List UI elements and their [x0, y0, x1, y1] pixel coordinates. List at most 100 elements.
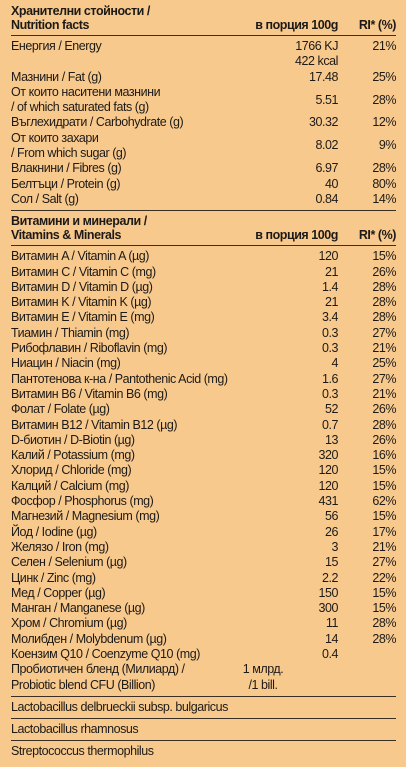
nutrient-row: Мед / Copper (µg) 150 15%	[11, 586, 396, 601]
nutrient-name: Витамин A / Vitamin A (µg)	[11, 249, 228, 264]
nutrient-ri: 21%	[372, 386, 396, 401]
nutrient-row: Витамин D / Vitamin D (µg) 1.4 28%	[11, 280, 396, 295]
nutrient-amount: 0.7	[228, 418, 338, 433]
nutrient-amount: 120	[228, 479, 338, 494]
nutrient-row: Въглехидрати / Carbohydrate (g) 30.32 12%	[11, 115, 396, 130]
probiotic-amount: 1 млрд./1 bill.	[228, 662, 298, 693]
nutrient-amount: 8.02	[228, 138, 338, 153]
nutrient-row: Молибден / Molybdenum (µg) 14 28%	[11, 632, 396, 647]
nutrient-name: От които захари / From which sugar (g)	[11, 131, 228, 162]
nutrient-name: Ниацин / Niacin (mg)	[11, 356, 228, 371]
nutrient-row: Витамин A / Vitamin A (µg) 120 15%	[11, 249, 396, 264]
nutrient-ri: 27%	[372, 555, 396, 570]
nutrient-amount-line: 52	[324, 402, 338, 417]
nutrient-amount: 3	[228, 540, 338, 555]
nutrient-amount-line: 15	[324, 555, 338, 570]
nutrient-amount-line: 8.02	[315, 138, 338, 153]
nutrient-amount: 431	[228, 494, 338, 509]
nutrient-ri: 21%	[372, 341, 396, 356]
divider	[11, 245, 396, 247]
nutrient-row: Коензим Q10 / Coenzyme Q10 (mg) 0.4	[11, 647, 396, 662]
nutrient-ri: 15%	[372, 601, 396, 616]
nutrient-row: Фолат / Folate (µg) 52 26%	[11, 402, 396, 417]
nutrient-amount-line: 120	[318, 463, 338, 478]
nutrient-name-line: От които захари	[11, 130, 99, 145]
nutrient-name-line: Калций / Calcium (mg)	[11, 478, 129, 493]
nutrient-amount: 4	[228, 356, 338, 371]
nutrient-name: Йод / Iodine (µg)	[11, 525, 228, 540]
nutrient-name-line: Пантотенова к-на / Pantothenic Acid (mg)	[11, 371, 228, 386]
nutrient-row: Хлорид / Chloride (mg) 120 15%	[11, 463, 396, 478]
nutrient-name-line: Сол / Salt (g)	[11, 191, 79, 206]
nutrient-amount-line: 6.97	[315, 161, 338, 176]
nutrient-amount: 21	[228, 265, 338, 280]
nutrient-amount-line: 0.7	[321, 417, 338, 432]
probiotic-name: Пробиотичен бленд (Милиард) / Probiotic b…	[11, 662, 228, 693]
nutrient-amount: 6.97	[228, 161, 338, 176]
nutrient-name: Мазнини / Fat (g)	[11, 70, 228, 85]
nutrient-name: D-биотин / D-Biotin (µg)	[11, 433, 228, 448]
nutrient-amount-line: 21	[324, 295, 338, 310]
nutrient-row: Сол / Salt (g) 0.84 14%	[11, 192, 396, 207]
nutrient-row: От които захари / From which sugar (g) 8.0…	[11, 131, 396, 162]
nutrient-amount-line: 320	[318, 448, 338, 463]
nutrient-ri: 17%	[372, 524, 396, 539]
nutrient-amount-line: 1.4	[321, 279, 338, 294]
nutrient-ri: 28%	[372, 161, 396, 176]
nutrient-name: Калий / Potassium (mg)	[11, 448, 228, 463]
nutrient-amount: 0.84	[228, 192, 338, 207]
nutrient-amount: 0.3	[228, 341, 338, 356]
nutrient-amount: 13	[228, 433, 338, 448]
nutrient-name-line: Хлорид / Chloride (mg)	[11, 463, 132, 478]
nutrient-ri: 26%	[372, 402, 396, 417]
nutrient-amount-line: 0.3	[321, 341, 338, 356]
nutrient-row: Магнезий / Magnesium (mg) 56 15%	[11, 509, 396, 524]
nutrient-row: Манган / Manganese (µg) 300 15%	[11, 601, 396, 616]
nutrient-ri: 28%	[372, 417, 396, 432]
nutrient-amount-line: 1766 KJ	[295, 39, 338, 53]
section-title: Витамини и минерали / Vitamins & Minerals	[11, 214, 228, 242]
nutrient-name: Хлорид / Chloride (mg)	[11, 463, 228, 478]
nutrient-name-line: / of which saturated fats (g)	[11, 100, 149, 115]
nutrient-name: Коензим Q10 / Coenzyme Q10 (mg)	[11, 647, 228, 662]
nutrient-ri: 28%	[372, 631, 396, 646]
nutrient-name-line: Желязо / Iron (mg)	[11, 539, 109, 554]
nutrient-row: Йод / Iodine (µg) 26 17%	[11, 525, 396, 540]
nutrient-amount-line: 5.51	[315, 92, 338, 107]
nutrient-amount-line: 56	[324, 509, 338, 524]
strain: Lactobacillus delbrueckii subsp. bulgari…	[11, 699, 228, 714]
nutrient-ri: 26%	[372, 432, 396, 447]
nutrient-ri: 21%	[372, 539, 396, 554]
nutrient-name-line: / From which sugar (g)	[11, 146, 127, 161]
nutrient-amount-line: 300	[318, 601, 338, 616]
nutrient-name: Манган / Manganese (µg)	[11, 601, 228, 616]
nutrient-name: Сол / Salt (g)	[11, 192, 228, 207]
nutrient-ri: 28%	[372, 310, 396, 325]
nutrient-amount-line: 13	[324, 432, 338, 447]
probiotic-name-line: Пробиотичен бленд (Милиард) /	[11, 662, 185, 677]
nutrient-row: Калий / Potassium (mg) 320 16%	[11, 448, 396, 463]
nutrient-name: Желязо / Iron (mg)	[11, 540, 228, 555]
nutrient-row: Калций / Calcium (mg) 120 15%	[11, 479, 396, 494]
section-title-line: Nutrition facts	[11, 18, 89, 32]
nutrient-ri: 15%	[372, 585, 396, 600]
nutrient-name: Въглехидрати / Carbohydrate (g)	[11, 115, 228, 130]
nutrient-amount-line: 21	[324, 264, 338, 279]
nutrient-name-line: Влакнини / Fibres (g)	[11, 161, 122, 176]
nutrient-ri: 14%	[372, 191, 396, 206]
section-title-line: Витамини и минерали /	[11, 214, 147, 229]
nutrient-ri: 28%	[372, 92, 396, 107]
nutrient-name-line: Фолат / Folate (µg)	[11, 402, 110, 417]
nutrient-amount: 40	[228, 177, 338, 192]
strain: Streptococcus thermophilus	[11, 744, 154, 759]
nutrient-amount-line: 0.4	[321, 646, 338, 661]
nutrient-row: Ниацин / Niacin (mg) 4 25%	[11, 356, 396, 371]
nutrient-ri: 25%	[372, 69, 396, 84]
nutrient-name: Витамин K / Vitamin K (µg)	[11, 295, 228, 310]
divider	[11, 35, 396, 36]
nutrient-amount: 320	[228, 448, 338, 463]
section-header: Хранителни стойности / Nutrition facts в п…	[11, 4, 396, 32]
nutrient-name: Фосфор / Phosphorus (mg)	[11, 494, 228, 509]
section-header: Витамини и минерали / Vitamins & Minerals…	[11, 214, 396, 242]
nutrient-amount: 300	[228, 601, 338, 616]
